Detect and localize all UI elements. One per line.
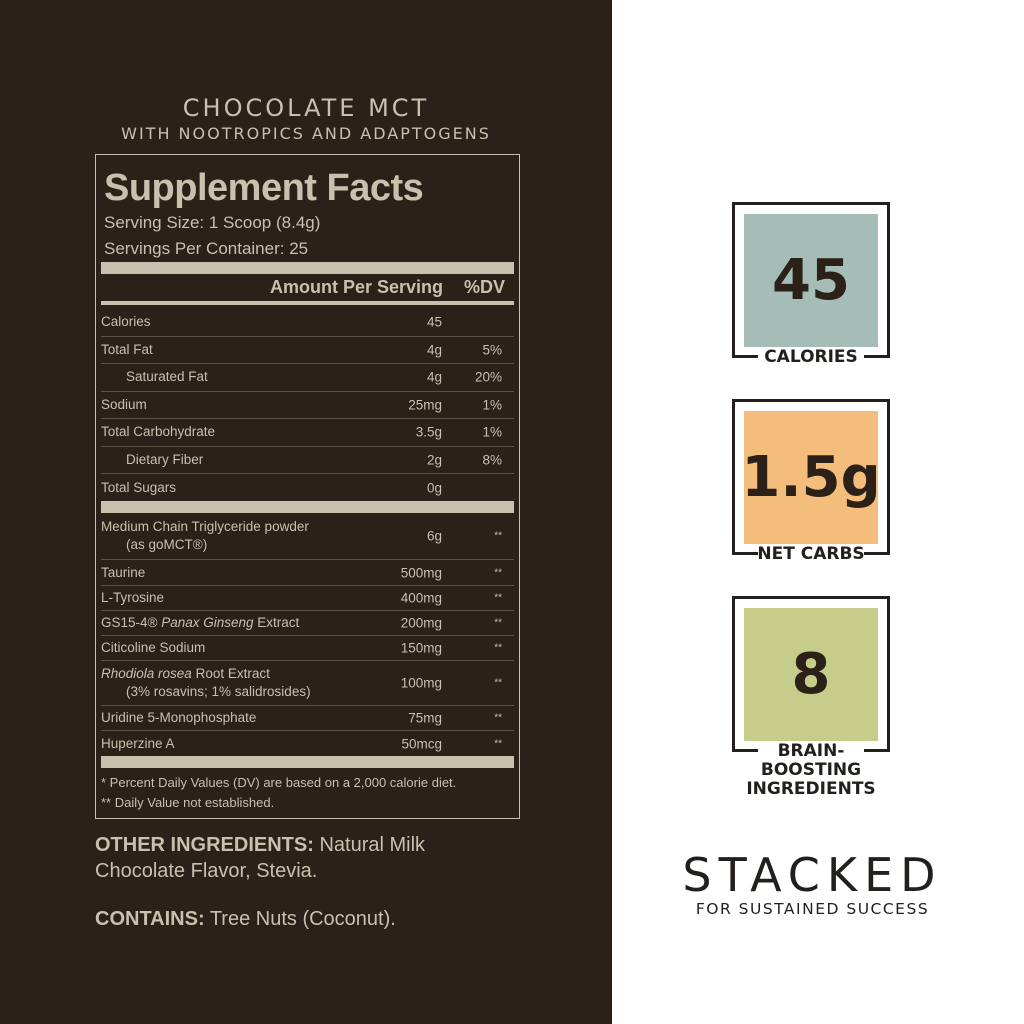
highlight-label: NET CARBS: [757, 544, 865, 564]
ingredient-amount: 200mg: [400, 615, 442, 631]
nutrient-row: Sodium 25mg 1%: [101, 392, 514, 419]
amount-header: Amount Per Serving: [269, 277, 443, 297]
ingredient-amount: 100mg: [400, 675, 442, 691]
highlight-card: 8: [732, 596, 890, 752]
ingredient-dv: **: [494, 592, 502, 604]
nutrient-name: Calories: [101, 314, 151, 330]
nutrient-name: Dietary Fiber: [126, 451, 204, 467]
nutrient-dv: 5%: [482, 342, 502, 358]
nutrient-amount: 45: [426, 314, 442, 330]
facts-heading: Supplement Facts: [104, 167, 424, 209]
ingredient-row: Taurine 500mg **: [101, 560, 514, 586]
ingredient-row: Uridine 5-Monophosphate 75mg **: [101, 706, 514, 731]
ingredient-dv: **: [494, 712, 502, 724]
nutrient-dv: 1%: [482, 424, 502, 440]
divider: [101, 262, 514, 274]
nutrient-name: Total Sugars: [101, 479, 177, 495]
ingredient-dv: **: [494, 642, 502, 654]
ingredient-amount: 75mg: [408, 710, 442, 726]
highlight-value: 1.5g: [741, 411, 881, 544]
ingredient-name: Uridine 5-Monophosphate: [101, 710, 257, 725]
ingredient-amount: 400mg: [400, 590, 442, 606]
nutrient-name: Total Fat: [101, 341, 153, 357]
tagline-subtitle: FOR SUSTAINED SUCCESS: [695, 900, 930, 918]
ingredient-name: Medium Chain Triglyceride powder (as goMC…: [101, 519, 309, 552]
ingredient-dv: **: [494, 677, 502, 689]
ingredient-row: Huperzine A 50mcg **: [101, 731, 514, 756]
product-subtitle: WITH NOOTROPICS AND ADAPTOGENS: [121, 124, 491, 143]
nutrient-name: Sodium: [101, 396, 147, 412]
tagline-title: STACKED: [682, 848, 943, 902]
nutrient-dv: 1%: [482, 397, 502, 413]
ingredient-row: L-Tyrosine 400mg **: [101, 586, 514, 611]
ingredient-name: Citicoline Sodium: [101, 640, 206, 655]
nutrient-name: Total Carbohydrate: [101, 424, 216, 440]
supplement-facts-panel: Supplement Facts Serving Size: 1 Scoop (…: [95, 154, 520, 819]
nutrient-amount: 25mg: [408, 397, 442, 413]
nutrient-row: Total Carbohydrate 3.5g 1%: [101, 419, 514, 447]
ingredient-name: Rhodiola rosea Root Extract (3% rosavins;…: [101, 666, 311, 699]
nutrient-amount: 4g: [426, 342, 442, 358]
highlight-card: 45: [732, 202, 890, 358]
nutrient-row: Total Fat 4g 5%: [101, 337, 514, 364]
nutrient-dv: 20%: [474, 369, 502, 385]
highlight-label: BRAIN- BOOSTING INGREDIENTS: [746, 741, 876, 799]
highlight-label: CALORIES: [764, 347, 858, 367]
contains: CONTAINS: Tree Nuts (Coconut).: [95, 908, 396, 930]
ingredient-amount: 150mg: [400, 640, 442, 656]
nutrient-amount: 2g: [426, 452, 442, 468]
nutrient-row: Saturated Fat 4g 20%: [101, 364, 514, 392]
highlight-value: 45: [744, 214, 878, 347]
footnote-dv: * Percent Daily Values (DV) are based on…: [101, 775, 457, 790]
ingredient-row: Citicoline Sodium 150mg **: [101, 636, 514, 661]
ingredient-name: GS15-4® Panax Ginseng Extract: [101, 615, 300, 630]
servings-per-container: Servings Per Container: 25: [104, 239, 309, 258]
footnote-not-established: ** Daily Value not established.: [101, 795, 275, 810]
ingredient-dv: **: [494, 530, 502, 542]
divider: [101, 501, 514, 513]
nutrient-amount: 0g: [426, 480, 442, 496]
ingredient-dv: **: [494, 617, 502, 629]
ingredient-amount: 500mg: [400, 565, 442, 580]
divider: [101, 301, 514, 305]
ingredient-amount: 50mcg: [401, 736, 442, 751]
ingredient-dv: **: [494, 567, 502, 578]
divider: [101, 756, 514, 768]
highlight-card: 1.5g: [732, 399, 890, 555]
ingredient-row: GS15-4® Panax Ginseng Extract 200mg **: [101, 611, 514, 636]
nutrient-amount: 3.5g: [415, 424, 442, 440]
nutrient-row: Total Sugars 0g: [101, 474, 514, 502]
other-ingredients: OTHER INGREDIENTS: Natural Milk Chocolat…: [95, 834, 426, 882]
nutrient-name: Saturated Fat: [126, 369, 208, 385]
nutrient-row: Calories 45: [101, 309, 514, 337]
ingredient-amount: 6g: [426, 528, 442, 544]
product-title: CHOCOLATE MCT: [182, 94, 430, 122]
nutrient-amount: 4g: [426, 369, 442, 385]
ingredient-row: Rhodiola rosea Root Extract (3% rosavins;…: [101, 661, 514, 706]
ingredient-row: Medium Chain Triglyceride powder (as goMC…: [101, 513, 514, 560]
highlight-value: 8: [744, 608, 878, 741]
ingredient-name: L-Tyrosine: [101, 590, 165, 605]
nutrient-row: Dietary Fiber 2g 8%: [101, 447, 514, 474]
ingredient-name: Huperzine A: [101, 735, 175, 751]
ingredient-name: Taurine: [101, 564, 146, 580]
ingredient-dv: **: [494, 738, 502, 749]
serving-size: Serving Size: 1 Scoop (8.4g): [104, 213, 321, 232]
nutrient-dv: 8%: [482, 452, 502, 468]
label-panel: CHOCOLATE MCT WITH NOOTROPICS AND ADAPTO…: [0, 0, 612, 1024]
dv-header: %DV: [463, 277, 505, 297]
